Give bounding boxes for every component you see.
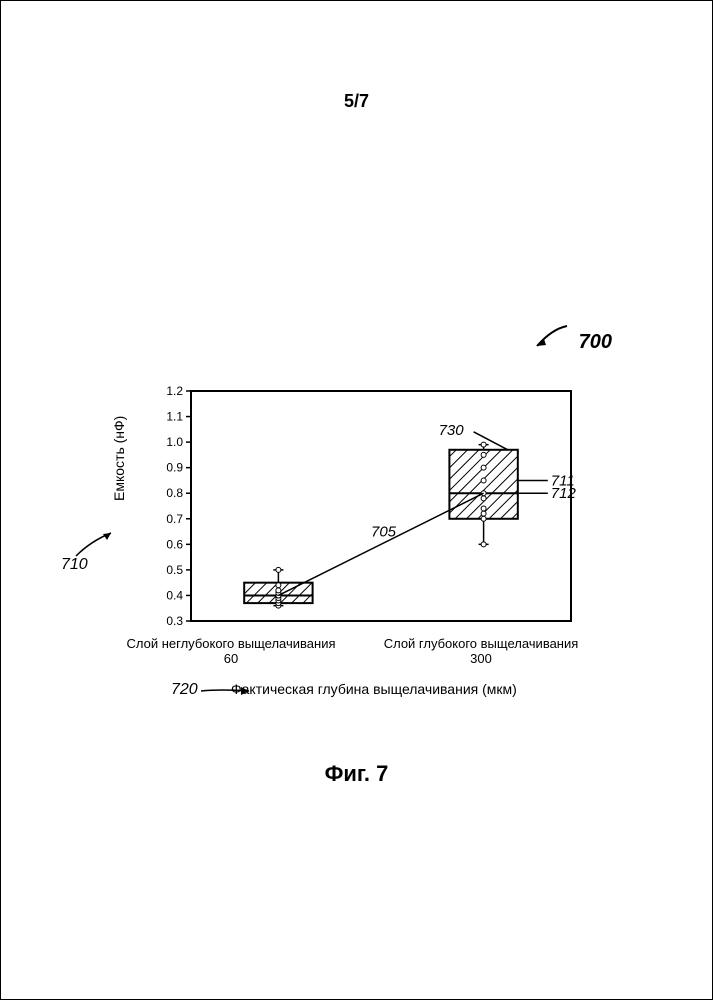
ref-720: 720 xyxy=(171,681,198,699)
svg-text:1.1: 1.1 xyxy=(166,410,183,424)
y-axis-label: Емкость (нФ) xyxy=(111,416,127,501)
svg-text:0.3: 0.3 xyxy=(166,614,183,628)
page-frame: 5/7 700 Емкость (нФ) 710 0.3 0.4 0.5 0.6 0.7… xyxy=(0,0,713,1000)
svg-text:1.0: 1.0 xyxy=(166,435,183,449)
x-cat-1-top: Слой глубокого выщелачивания xyxy=(376,636,586,651)
ref-710: 710 xyxy=(61,556,88,574)
svg-text:0.9: 0.9 xyxy=(166,461,183,475)
x-cat-0-bottom: 60 xyxy=(121,651,341,666)
chart: 0.30.40.50.60.70.80.91.01.11.27057307117… xyxy=(151,381,581,631)
figure-caption: Фиг. 7 xyxy=(1,761,712,787)
ref-700: 700 xyxy=(579,331,612,354)
arrow-700 xyxy=(532,321,572,351)
x-cat-1-bottom: 300 xyxy=(376,651,586,666)
svg-text:0.8: 0.8 xyxy=(166,486,183,500)
svg-text:0.5: 0.5 xyxy=(166,563,183,577)
svg-text:0.4: 0.4 xyxy=(166,588,183,602)
page-number: 5/7 xyxy=(1,91,712,112)
chart-svg: 0.30.40.50.60.70.80.91.01.11.27057307117… xyxy=(151,381,581,631)
svg-text:730: 730 xyxy=(439,422,465,439)
svg-text:1.2: 1.2 xyxy=(166,384,183,398)
svg-text:705: 705 xyxy=(371,523,397,540)
x-cat-0-top: Слой неглубокого выщелачивания xyxy=(121,636,341,651)
x-axis-label: Фактическая глубина выщелачивания (мкм) xyxy=(231,681,517,697)
svg-text:712: 712 xyxy=(551,485,577,502)
svg-text:0.7: 0.7 xyxy=(166,512,183,526)
svg-text:0.6: 0.6 xyxy=(166,537,183,551)
